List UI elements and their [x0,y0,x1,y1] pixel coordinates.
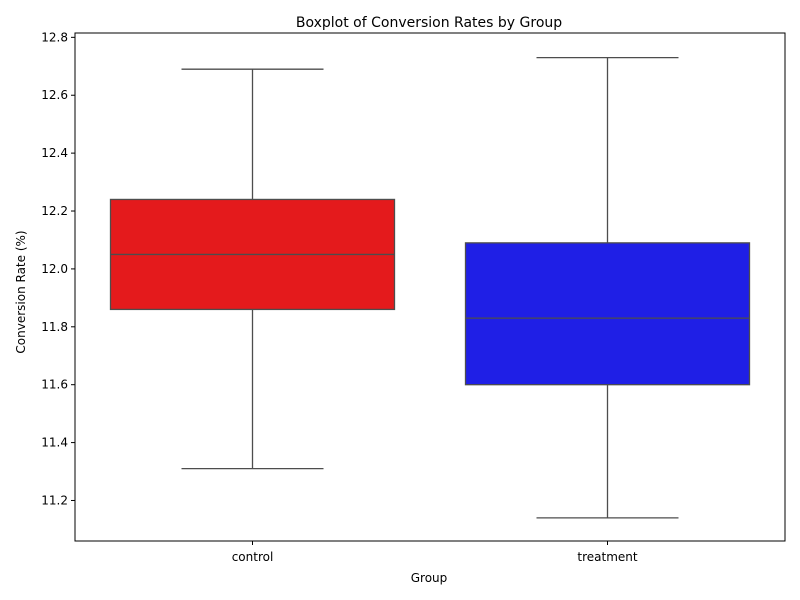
box-treatment [464,242,751,386]
box-group-treatment [464,56,751,519]
y-tick-label: 11.6 [41,378,68,392]
axes-frame [74,32,786,542]
x-tick-label-treatment: treatment [577,550,637,564]
chart-title: Boxplot of Conversion Rates by Group [296,15,562,31]
y-tick-label: 11.8 [41,320,68,334]
plot-area [109,56,751,519]
y-tick-label: 12.8 [41,30,68,44]
y-tick-label: 12.4 [41,146,68,160]
y-tick-label: 12.6 [41,88,68,102]
x-axis-label: Group [411,571,448,585]
y-tick-label: 12.2 [41,204,68,218]
y-tick-label: 11.2 [41,493,68,507]
y-tick-label: 11.4 [41,436,68,450]
axes: 11.2 11.4 11.6 11.8 12.0 12.2 12.4 12.6 12.8 cont… [41,30,786,564]
y-axis-label: Conversion Rate (%) [14,230,28,353]
y-tick-label: 12.0 [41,262,68,276]
x-tick-label-control: control [232,550,274,564]
box-group-control [109,68,396,470]
